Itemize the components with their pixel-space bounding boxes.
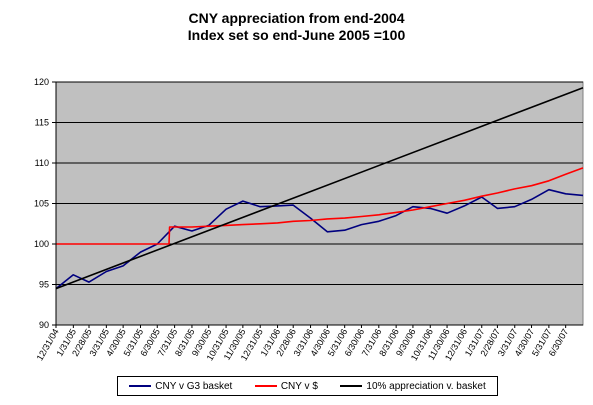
series-line-2 bbox=[56, 167, 584, 245]
chart-title: CNY appreciation from end-2004 Index set… bbox=[0, 10, 593, 44]
y-tick-label: 90 bbox=[39, 320, 49, 330]
legend-label: CNY v $ bbox=[280, 380, 318, 392]
legend-swatch bbox=[254, 385, 277, 387]
legend-label: 10% appreciation v. basket bbox=[366, 380, 486, 392]
chart-title-line1: CNY appreciation from end-2004 bbox=[188, 10, 405, 26]
legend-swatch bbox=[340, 385, 363, 387]
y-tick-label: 110 bbox=[35, 158, 49, 168]
chart-legend: CNY v G3 basket CNY v $ 10% appreciation v… bbox=[117, 376, 498, 396]
legend-item: 10% appreciation v. basket bbox=[340, 380, 486, 392]
legend-item: CNY v G3 basket bbox=[129, 381, 232, 392]
x-tick-label: 12/31/04 bbox=[35, 327, 61, 362]
series-line-1 bbox=[55, 188, 584, 290]
series-lines bbox=[55, 86, 584, 290]
y-tick-label: 105 bbox=[34, 199, 49, 209]
chart-title-line2: Index set so end-June 2005 =100 bbox=[187, 27, 406, 43]
legend-swatch bbox=[129, 385, 152, 387]
series-line-3 bbox=[55, 86, 584, 290]
y-tick-label: 120 bbox=[34, 77, 49, 87]
y-tick-label: 95 bbox=[39, 280, 49, 290]
y-tick-label: 100 bbox=[34, 239, 49, 249]
y-tick-label: 115 bbox=[35, 118, 49, 128]
legend-label: CNY v G3 basket bbox=[155, 380, 233, 392]
legend-item: CNY v $ bbox=[254, 380, 318, 392]
